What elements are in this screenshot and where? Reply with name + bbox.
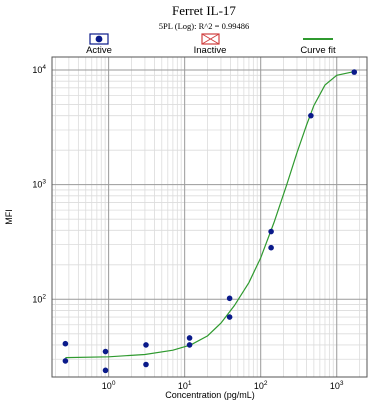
y-tick-label-base: 10	[32, 180, 42, 190]
y-tick-label: 102	[32, 293, 46, 304]
data-point-active	[351, 69, 358, 75]
data-point-active	[226, 314, 233, 320]
x-tick-label: 101	[178, 380, 192, 391]
x-tick-label: 102	[254, 380, 268, 391]
x-tick-label-exponent: 1	[188, 380, 192, 387]
x-tick-label-exponent: 3	[340, 380, 344, 387]
x-tick-labels: 100 101 102 103	[102, 380, 344, 391]
data-point-active	[186, 342, 193, 348]
data-point-active	[62, 340, 69, 347]
legend-item-inactive: Inactive	[194, 33, 227, 56]
x-tick-label-exponent: 2	[264, 380, 268, 387]
legend: Active Inactive Curve fit	[86, 33, 336, 56]
points-layer	[62, 69, 358, 374]
legend-active-label: Active	[86, 45, 112, 56]
chart-title: Ferret IL-17	[172, 3, 236, 18]
legend-inactive-cross-b	[201, 33, 220, 45]
data-point-active	[62, 358, 69, 364]
x-tick-label-base: 10	[330, 381, 340, 391]
data-point-active	[308, 112, 314, 119]
data-point-active	[143, 361, 149, 368]
chart-subtitle: 5PL (Log): R^2 = 0.99486	[159, 21, 249, 31]
plot-area	[51, 56, 368, 378]
y-tick-label-exponent: 3	[42, 179, 46, 186]
plot-frame	[51, 56, 368, 378]
legend-curve-label: Curve fit	[300, 45, 336, 56]
y-axis-label: MFI	[4, 209, 14, 225]
x-tick-label-base: 10	[178, 381, 188, 391]
grid-minor	[52, 57, 367, 377]
curve-layer	[65, 70, 355, 359]
x-tick-label-exponent: 0	[112, 380, 116, 387]
y-tick-label-base: 10	[32, 65, 42, 75]
x-axis-label: Concentration (pg/mL)	[165, 390, 255, 400]
x-tick-label-base: 10	[254, 381, 264, 391]
data-point-active	[186, 335, 193, 341]
y-tick-label-exponent: 2	[42, 293, 46, 300]
grid-major	[52, 57, 367, 377]
data-point-active	[268, 244, 274, 251]
data-point-active	[102, 348, 109, 355]
x-tick-label-base: 10	[102, 381, 112, 391]
x-tick-label: 100	[102, 380, 116, 391]
data-point-active	[268, 228, 274, 235]
y-tick-label: 103	[32, 179, 46, 190]
y-tick-label-base: 10	[32, 294, 42, 304]
legend-inactive-label: Inactive	[194, 45, 227, 56]
data-point-active	[143, 342, 149, 348]
curve-fit-line	[65, 70, 355, 359]
y-tick-label: 104	[32, 64, 46, 75]
data-point-active	[102, 367, 109, 374]
legend-active-marker	[95, 35, 103, 43]
legend-item-curve-fit: Curve fit	[300, 38, 336, 56]
data-point-active	[226, 295, 233, 302]
x-tick-label: 103	[330, 380, 344, 391]
legend-item-active: Active	[86, 33, 112, 56]
y-tick-label-exponent: 4	[42, 64, 46, 71]
